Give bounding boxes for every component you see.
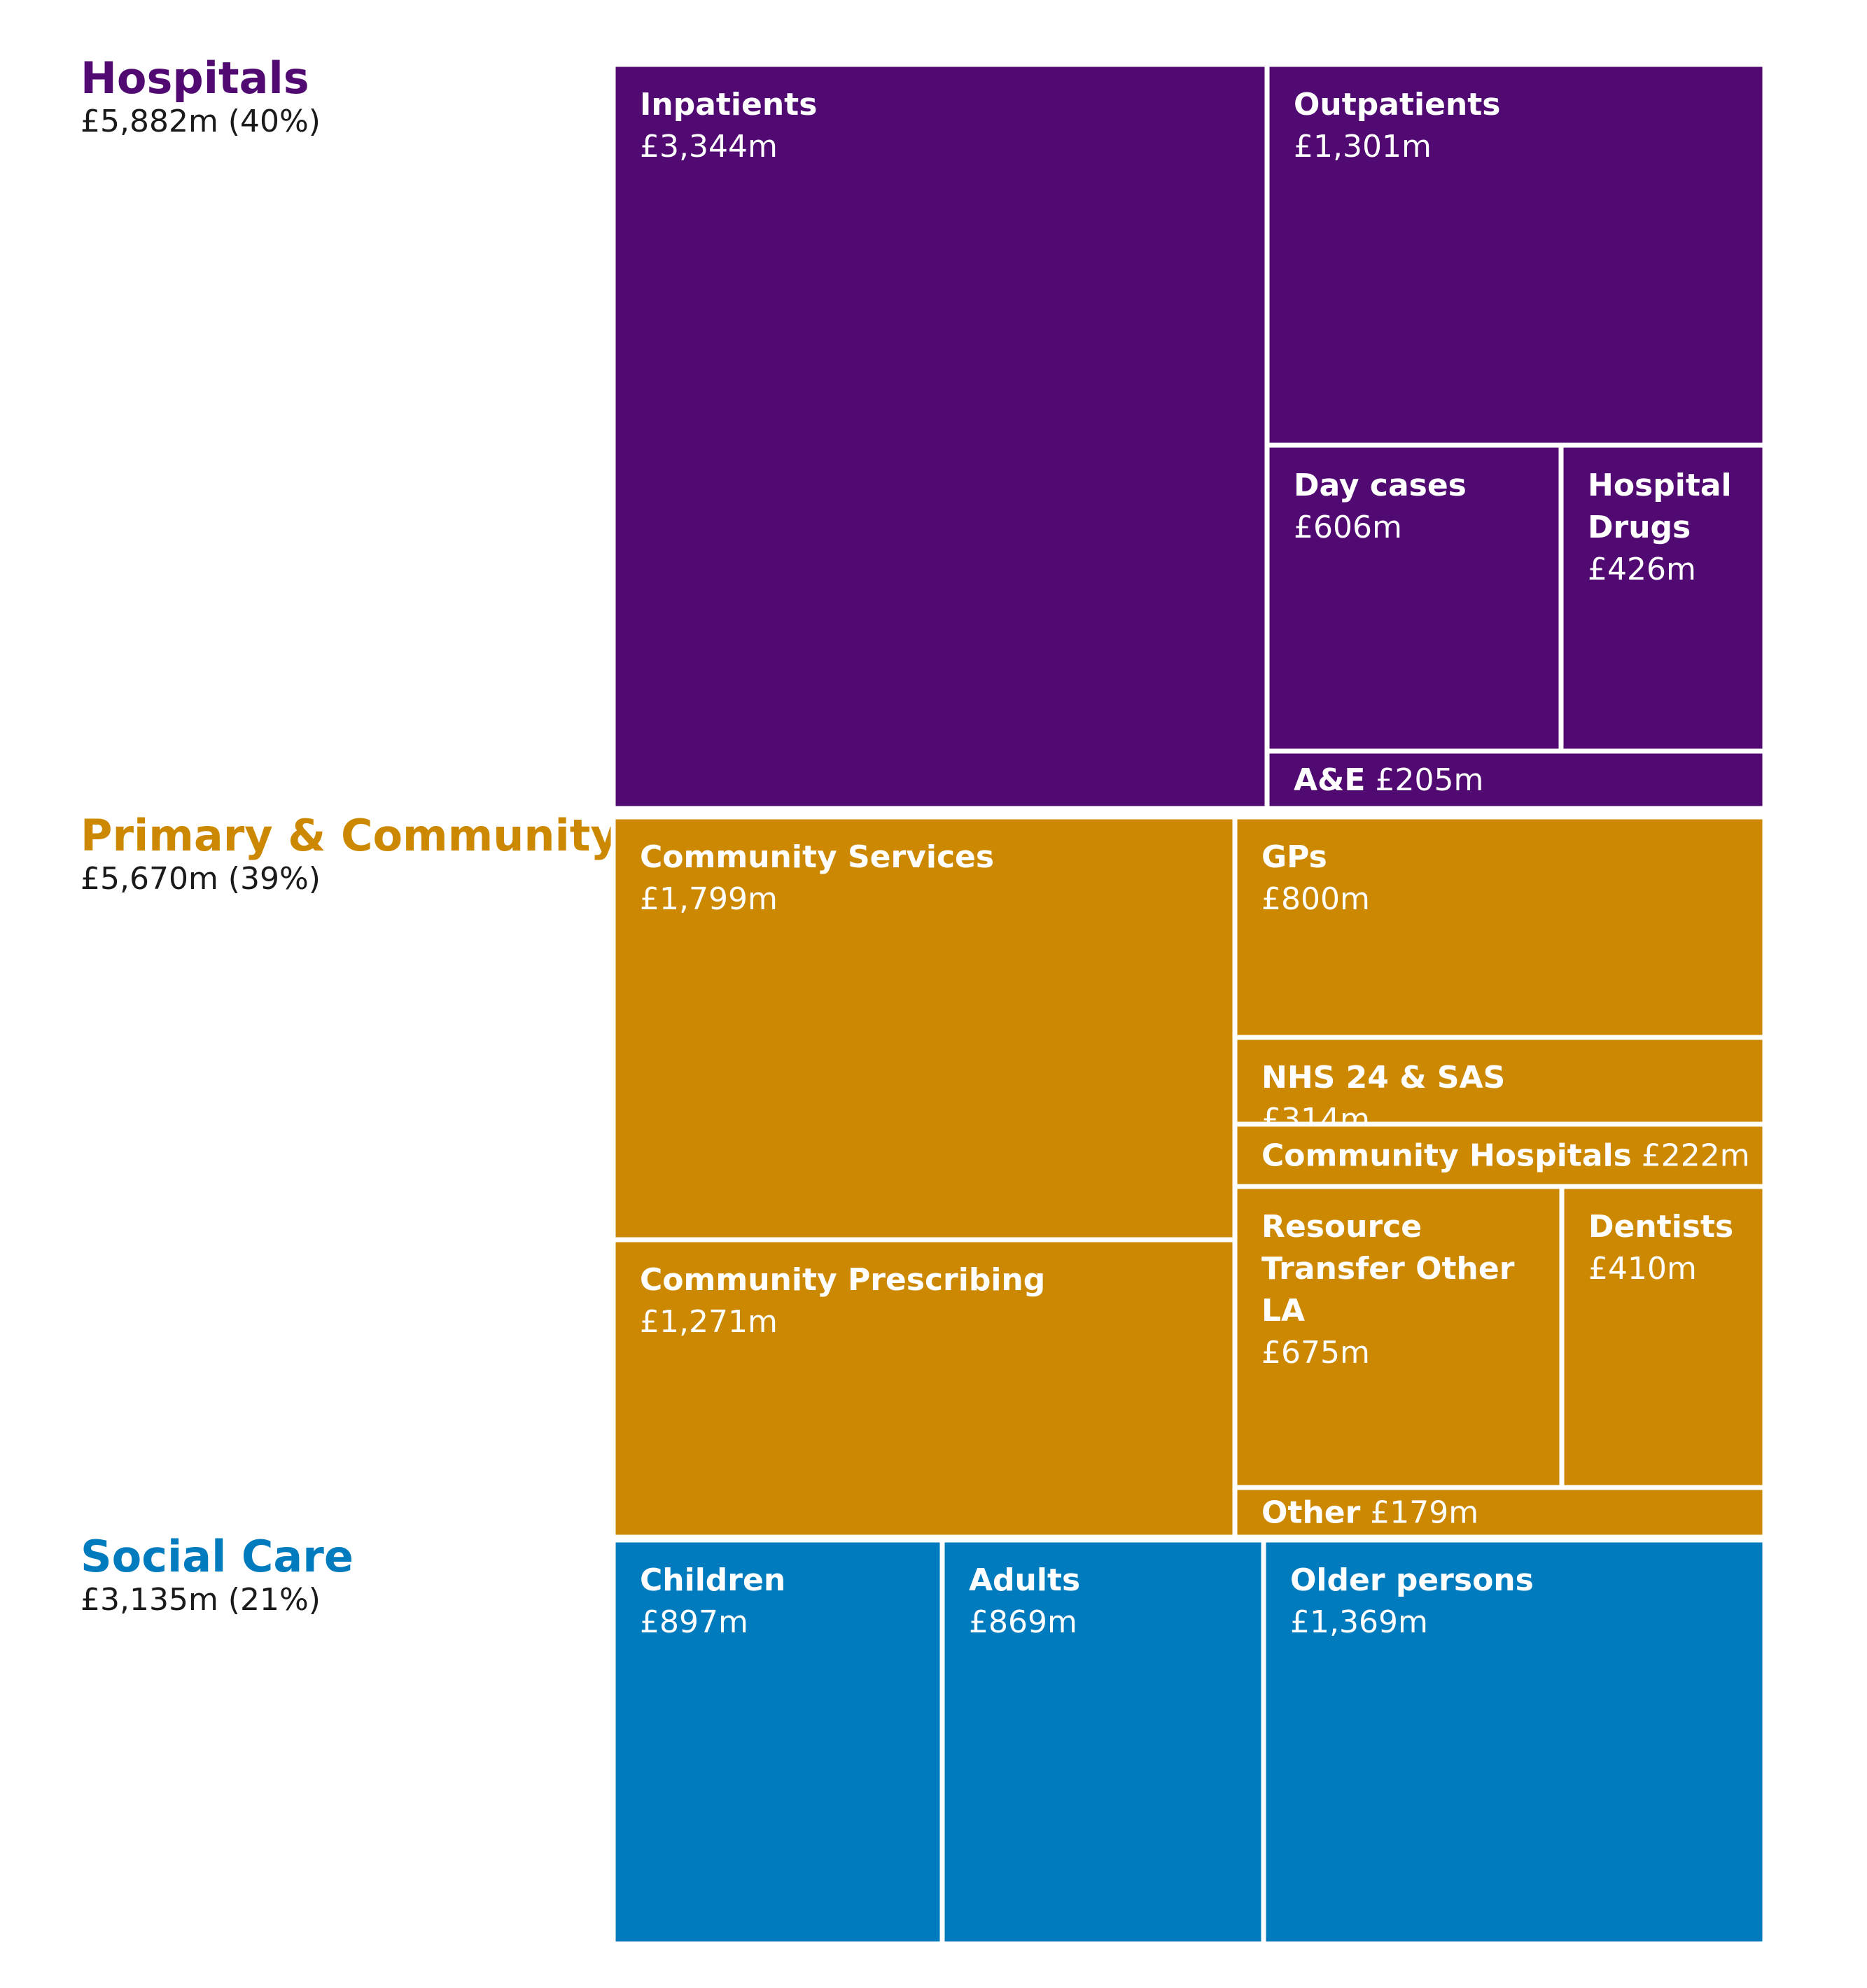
group-name: Hospitals [81,52,309,104]
tile-hospital-drugs [1558,442,1768,754]
tile-other [1232,1485,1768,1540]
tile-community-hospitals [1232,1121,1768,1189]
tile-resource-transfer-other-la [1232,1184,1565,1490]
tile-dentists [1559,1184,1768,1490]
tile-value-outpatients: £1,301m [1294,129,1432,164]
tile-name-community-prescribing: Community Prescribing [640,1262,1045,1298]
tile-name-inpatients: Inpatients [640,87,817,122]
tile-day-cases [1264,442,1564,754]
tile-name-hospital-drugs: Hospital Drugs [1588,468,1732,545]
tile-outpatients [1264,62,1768,448]
tile-name-community-services: Community Services [640,839,994,875]
group-label-hospitals: Hospitals £5,882m (40%) [81,52,321,141]
group-total: £5,882m (40%) [81,104,321,140]
tile-aande [1264,748,1768,811]
tile-value-children: £897m [640,1604,748,1640]
tile-value-inpatients: £3,344m [640,129,778,164]
tile-name-dentists: Dentists [1588,1209,1733,1245]
tile-community-services [610,814,1238,1242]
tile-name-day-cases: Day cases [1294,468,1467,503]
tile-value-hospital-drugs: £426m [1588,552,1696,587]
group-name: Primary & Community [81,810,619,861]
tile-name-nhs-24-and-sas: NHS 24 & SAS [1261,1060,1505,1096]
tile-value-community-services: £1,799m [640,881,778,917]
tile-children [610,1537,945,1947]
tile-gps [1232,814,1768,1040]
tile-name-children: Children [640,1562,785,1598]
tile-label-aande: A&E £205m [1294,762,1483,798]
tile-value-older-persons: £1,369m [1290,1604,1428,1640]
group-label-primary-community: Primary & Community £5,670m (39%) [81,810,619,898]
tile-value-community-prescribing: £1,271m [640,1304,778,1340]
tile-name-adults: Adults [969,1562,1080,1598]
tile-value-resource-transfer-other-la: £675m [1261,1335,1370,1371]
tile-value-day-cases: £606m [1294,510,1402,545]
tile-name-older-persons: Older persons [1290,1562,1534,1598]
group-total: £3,135m (21%) [81,1582,321,1618]
group-label-social-care: Social Care £3,135m (21%) [81,1531,354,1619]
tile-value-adults: £869m [969,1604,1077,1640]
tile-label-community-hospitals: Community Hospitals £222m [1261,1138,1750,1174]
tile-older-persons [1261,1537,1768,1947]
tile-label-other: Other £179m [1261,1495,1478,1531]
tile-nhs-24-and-sas [1232,1035,1768,1127]
tile-value-gps: £800m [1261,881,1370,917]
tile-name-resource-transfer-other-la: Resource Transfer Other LA [1261,1209,1515,1329]
tile-value-dentists: £410m [1588,1251,1697,1287]
tile-name-gps: GPs [1261,839,1327,875]
group-total: £5,670m (39%) [81,861,321,897]
tile-name-outpatients: Outpatients [1294,87,1500,122]
tile-inpatients [610,62,1270,811]
tile-adults [939,1537,1266,1947]
group-name: Social Care [81,1531,354,1582]
